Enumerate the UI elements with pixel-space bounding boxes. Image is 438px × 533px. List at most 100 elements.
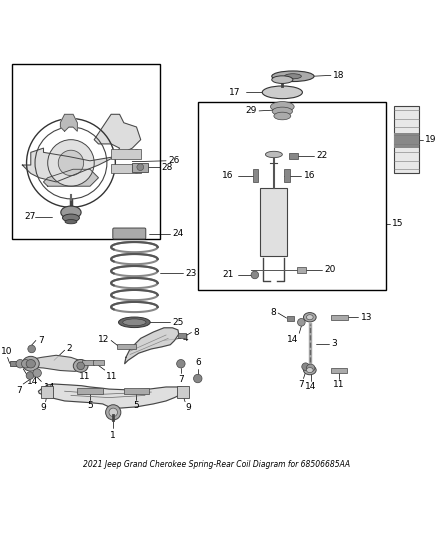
Polygon shape <box>43 169 99 186</box>
Text: 15: 15 <box>392 220 404 229</box>
Text: 14: 14 <box>305 382 316 391</box>
FancyBboxPatch shape <box>124 388 149 394</box>
Text: 9: 9 <box>41 403 46 413</box>
Ellipse shape <box>304 312 316 322</box>
Text: 7: 7 <box>178 375 184 384</box>
Text: 4: 4 <box>183 334 189 343</box>
Ellipse shape <box>262 86 302 99</box>
Circle shape <box>251 271 259 279</box>
Ellipse shape <box>307 364 315 372</box>
FancyBboxPatch shape <box>284 169 290 182</box>
Ellipse shape <box>271 102 294 112</box>
Text: 20: 20 <box>325 265 336 274</box>
Text: 14: 14 <box>286 335 298 344</box>
Text: 2: 2 <box>67 344 72 353</box>
Ellipse shape <box>63 214 79 222</box>
Text: 9: 9 <box>185 403 191 413</box>
Polygon shape <box>125 328 179 364</box>
FancyBboxPatch shape <box>113 228 146 239</box>
FancyBboxPatch shape <box>92 360 104 366</box>
Text: 21: 21 <box>223 270 234 279</box>
Text: 1: 1 <box>110 431 116 440</box>
FancyBboxPatch shape <box>10 361 26 366</box>
Ellipse shape <box>274 112 291 120</box>
Circle shape <box>106 405 121 420</box>
Ellipse shape <box>119 317 150 328</box>
Ellipse shape <box>272 107 293 116</box>
Text: 28: 28 <box>162 163 173 172</box>
Text: 7: 7 <box>16 386 21 395</box>
Text: 18: 18 <box>333 71 345 80</box>
Ellipse shape <box>272 71 314 82</box>
Text: 10: 10 <box>1 347 12 356</box>
Circle shape <box>109 408 117 417</box>
Text: 6: 6 <box>195 358 201 367</box>
Ellipse shape <box>297 319 305 326</box>
Ellipse shape <box>21 359 30 368</box>
Ellipse shape <box>77 362 85 370</box>
FancyBboxPatch shape <box>331 368 347 373</box>
Text: 14: 14 <box>43 383 55 392</box>
Text: 7: 7 <box>38 336 44 345</box>
FancyBboxPatch shape <box>82 360 94 366</box>
Text: 25: 25 <box>173 318 184 327</box>
Circle shape <box>48 140 94 186</box>
FancyBboxPatch shape <box>117 344 137 349</box>
FancyBboxPatch shape <box>178 333 186 338</box>
FancyBboxPatch shape <box>297 267 307 273</box>
Polygon shape <box>39 384 187 408</box>
Text: 11: 11 <box>333 380 345 389</box>
Circle shape <box>194 374 202 383</box>
FancyBboxPatch shape <box>132 163 148 172</box>
FancyBboxPatch shape <box>77 388 102 394</box>
Text: 11: 11 <box>106 372 117 381</box>
Ellipse shape <box>16 359 25 368</box>
Text: 29: 29 <box>246 107 257 116</box>
Ellipse shape <box>272 76 293 84</box>
Bar <box>198 102 386 290</box>
Text: 26: 26 <box>168 156 180 165</box>
Ellipse shape <box>123 319 146 326</box>
Text: 14: 14 <box>28 377 39 386</box>
Text: 24: 24 <box>173 229 184 238</box>
Circle shape <box>132 150 141 158</box>
Polygon shape <box>28 356 82 372</box>
Ellipse shape <box>284 74 301 79</box>
Text: 11: 11 <box>79 372 91 381</box>
FancyBboxPatch shape <box>260 188 287 256</box>
FancyBboxPatch shape <box>253 169 258 182</box>
Text: 7: 7 <box>298 380 304 389</box>
Text: 16: 16 <box>222 171 234 180</box>
Ellipse shape <box>307 368 313 373</box>
Text: 16: 16 <box>304 171 315 180</box>
Polygon shape <box>22 114 141 182</box>
Ellipse shape <box>65 220 77 224</box>
FancyBboxPatch shape <box>394 133 419 148</box>
Text: 3: 3 <box>331 339 337 348</box>
Text: 17: 17 <box>229 88 240 97</box>
FancyBboxPatch shape <box>394 106 419 174</box>
Text: 12: 12 <box>98 335 109 344</box>
Circle shape <box>132 165 141 173</box>
Text: 5: 5 <box>87 401 93 410</box>
Circle shape <box>58 150 84 175</box>
Circle shape <box>302 363 309 370</box>
Ellipse shape <box>33 369 41 377</box>
FancyBboxPatch shape <box>111 164 141 174</box>
FancyBboxPatch shape <box>286 316 294 321</box>
Circle shape <box>26 372 34 379</box>
FancyBboxPatch shape <box>111 149 141 159</box>
Ellipse shape <box>265 151 283 158</box>
Text: 13: 13 <box>360 313 372 322</box>
Circle shape <box>28 345 35 353</box>
Ellipse shape <box>61 206 81 219</box>
Text: 27: 27 <box>25 212 36 221</box>
Text: 23: 23 <box>185 269 197 278</box>
Text: 2021 Jeep Grand Cherokee Spring-Rear Coil Diagram for 68506685AA: 2021 Jeep Grand Cherokee Spring-Rear Coi… <box>83 461 350 470</box>
FancyBboxPatch shape <box>331 314 348 320</box>
Ellipse shape <box>304 366 316 375</box>
Text: 8: 8 <box>194 328 199 337</box>
FancyBboxPatch shape <box>177 386 189 398</box>
Polygon shape <box>60 114 77 131</box>
Text: 22: 22 <box>316 151 327 160</box>
